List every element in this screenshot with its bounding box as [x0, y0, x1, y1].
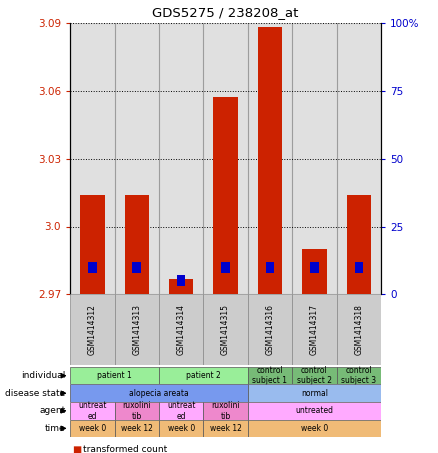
Bar: [337, 23, 381, 294]
Bar: [355, 262, 363, 273]
Title: GDS5275 / 238208_at: GDS5275 / 238208_at: [152, 6, 299, 19]
Text: transformed count: transformed count: [83, 445, 167, 453]
Bar: [114, 419, 159, 437]
Bar: [266, 262, 274, 273]
Bar: [292, 23, 337, 294]
Bar: [159, 294, 203, 365]
Text: ruxolini
tib: ruxolini tib: [122, 401, 151, 420]
Bar: [221, 262, 230, 273]
Text: agent: agent: [39, 406, 66, 415]
Bar: [159, 367, 248, 385]
Text: GSM1414313: GSM1414313: [132, 304, 141, 355]
Bar: [70, 23, 114, 294]
Text: GSM1414314: GSM1414314: [177, 304, 186, 355]
Bar: [70, 402, 114, 419]
Bar: [114, 294, 159, 365]
Bar: [292, 294, 337, 365]
Bar: [203, 23, 248, 294]
Text: patient 1: patient 1: [97, 371, 132, 380]
Bar: [124, 195, 149, 294]
Bar: [302, 249, 327, 294]
Text: untreat
ed: untreat ed: [167, 401, 195, 420]
Bar: [159, 419, 203, 437]
Bar: [337, 367, 381, 385]
Text: week 0: week 0: [167, 424, 195, 433]
Text: week 0: week 0: [79, 424, 106, 433]
Text: week 12: week 12: [121, 424, 153, 433]
Bar: [177, 275, 185, 286]
Text: normal: normal: [301, 389, 328, 398]
Bar: [132, 262, 141, 273]
Text: disease state: disease state: [5, 389, 66, 398]
Text: individual: individual: [21, 371, 66, 380]
Bar: [203, 402, 248, 419]
Bar: [346, 195, 371, 294]
Text: control
subject 1: control subject 1: [252, 366, 287, 386]
Bar: [70, 419, 114, 437]
Text: patient 2: patient 2: [186, 371, 221, 380]
Bar: [159, 402, 203, 419]
Bar: [70, 294, 114, 365]
Text: untreated: untreated: [295, 406, 333, 415]
Bar: [337, 294, 381, 365]
Text: week 0: week 0: [301, 424, 328, 433]
Text: GSM1414315: GSM1414315: [221, 304, 230, 355]
Text: ruxolini
tib: ruxolini tib: [211, 401, 240, 420]
Bar: [248, 294, 292, 365]
Bar: [310, 262, 319, 273]
Bar: [213, 97, 238, 294]
Bar: [80, 195, 105, 294]
Text: alopecia areata: alopecia areata: [129, 389, 189, 398]
Text: week 12: week 12: [210, 424, 241, 433]
Text: time: time: [45, 424, 66, 433]
Text: untreat
ed: untreat ed: [78, 401, 106, 420]
Text: GSM1414312: GSM1414312: [88, 304, 97, 355]
Bar: [258, 27, 282, 294]
Text: GSM1414316: GSM1414316: [265, 304, 275, 355]
Bar: [169, 279, 193, 294]
Bar: [114, 402, 159, 419]
Bar: [292, 367, 337, 385]
Bar: [88, 262, 96, 273]
Text: GSM1414317: GSM1414317: [310, 304, 319, 355]
Bar: [248, 23, 292, 294]
Bar: [203, 419, 248, 437]
Bar: [70, 385, 248, 402]
Text: control
subject 3: control subject 3: [341, 366, 376, 386]
Text: ■: ■: [72, 445, 81, 453]
Bar: [248, 367, 292, 385]
Bar: [248, 385, 381, 402]
Bar: [248, 419, 381, 437]
Text: control
subject 2: control subject 2: [297, 366, 332, 386]
Bar: [159, 23, 203, 294]
Bar: [70, 367, 159, 385]
Bar: [114, 23, 159, 294]
Bar: [203, 294, 248, 365]
Text: GSM1414318: GSM1414318: [354, 304, 364, 355]
Bar: [248, 402, 381, 419]
